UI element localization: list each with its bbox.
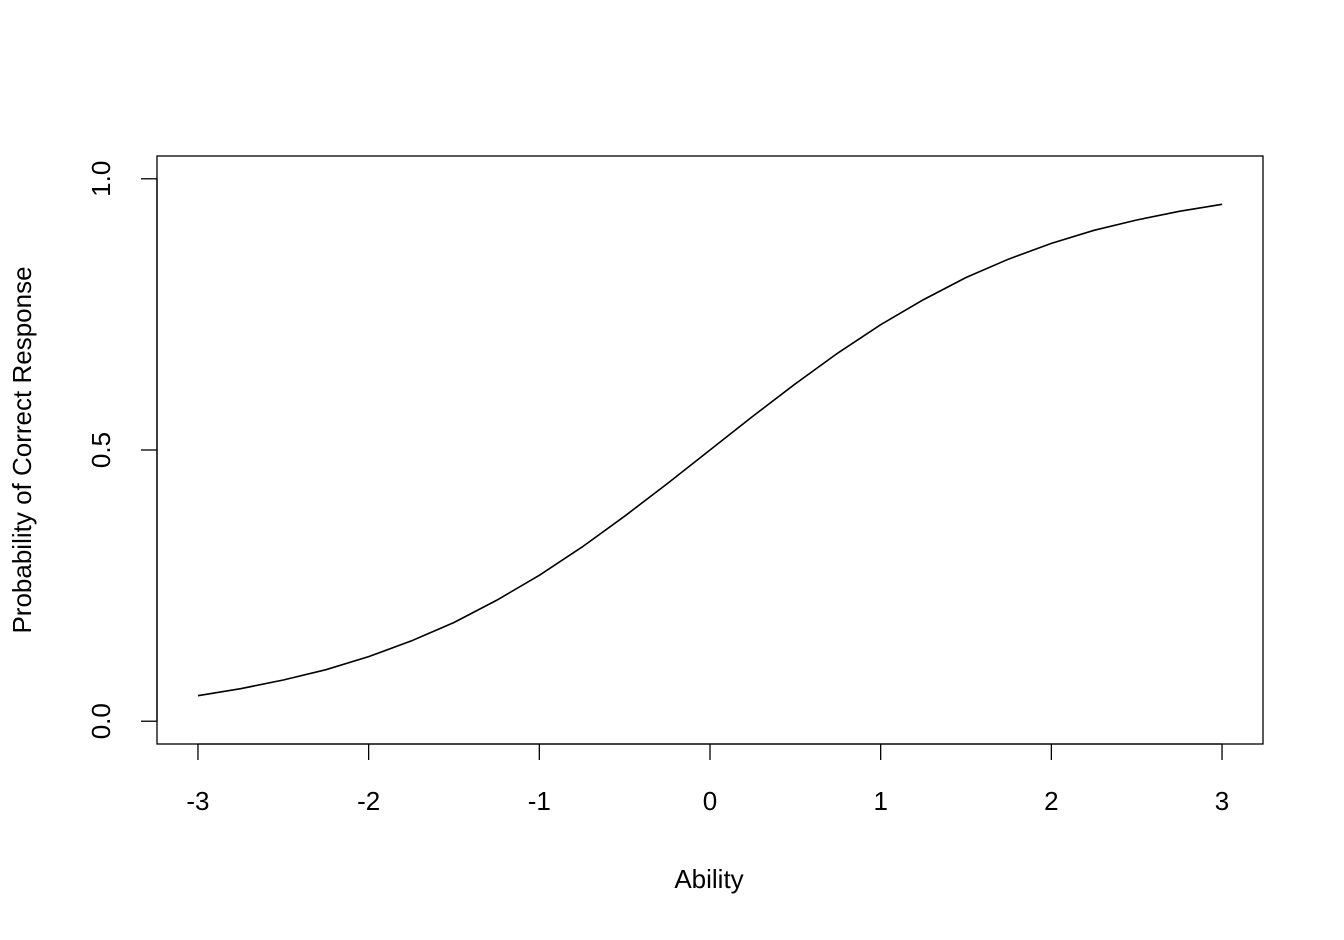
x-tick-label: 2: [1044, 786, 1058, 816]
x-tick-label: 0: [703, 786, 717, 816]
y-tick-label: 0.5: [86, 432, 116, 468]
x-tick-label: 1: [873, 786, 887, 816]
y-tick-label: 0.0: [86, 703, 116, 739]
x-tick-label: -1: [528, 786, 551, 816]
x-tick-label: 3: [1215, 786, 1229, 816]
curve: [197, 203, 1223, 697]
x-tick-label: -3: [186, 786, 209, 816]
x-axis-label: Ability: [674, 864, 743, 894]
y-tick-label: 1.0: [86, 161, 116, 197]
x-tick-label: -2: [357, 786, 380, 816]
y-axis-label: Probability of Correct Response: [7, 266, 37, 633]
